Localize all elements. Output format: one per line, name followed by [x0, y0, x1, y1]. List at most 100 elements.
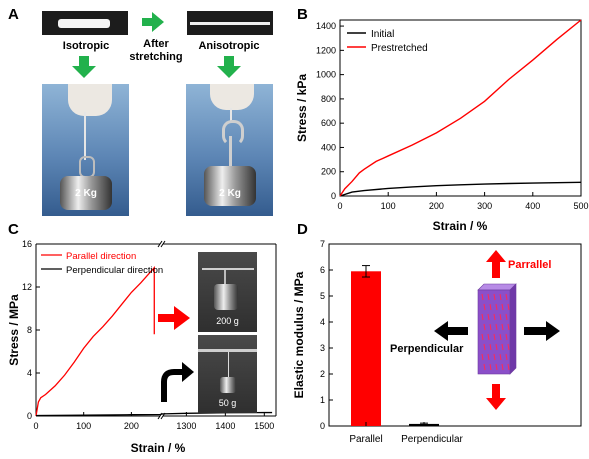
panel-c-letter: C [8, 221, 19, 238]
panel-a-arrows [72, 12, 241, 78]
y-axis-label: Stress / MPa [7, 294, 21, 366]
fiber-mark [505, 313, 508, 321]
x-axis-label: Strain / % [131, 441, 186, 455]
fiber-mark [499, 333, 502, 341]
fiber-mark [489, 363, 492, 371]
panel-d-letter: D [297, 221, 308, 238]
legend-label: Parallel direction [66, 251, 136, 262]
fiber-mark [483, 363, 486, 371]
hanging-weight-photo-50g: 50 g [198, 335, 257, 413]
plot-frame [328, 243, 582, 427]
y-tick-label: 0 [320, 421, 325, 431]
y-tick-label: 1400 [316, 21, 336, 31]
fiber-mark [495, 343, 498, 351]
x-tick-label: 200 [429, 201, 444, 211]
fiber-mark [507, 323, 510, 331]
photo-label-200g: 200 g [216, 316, 239, 326]
fiber-mark [481, 313, 484, 321]
y-tick-label: 2 [320, 369, 325, 379]
y-tick-label: 200 [321, 167, 336, 177]
y-tick-label: 400 [321, 142, 336, 152]
fiber-mark [487, 293, 490, 301]
x-tick-label: 300 [477, 201, 492, 211]
after-stretching-line2: stretching [129, 51, 183, 63]
isotropic-weight-photo: 2 Kg [42, 84, 129, 216]
green-right-arrow [142, 12, 164, 32]
y-tick-label: 1200 [316, 45, 336, 55]
y-tick-label: 12 [22, 282, 32, 292]
fiber-mark [493, 313, 496, 321]
y-tick-label: 1 [320, 395, 325, 405]
fiber-mark [493, 353, 496, 361]
parallel-arrow-label: Parrallel [508, 259, 551, 271]
fiber-mark [501, 323, 504, 331]
weight-label-left: 2 Kg [75, 188, 97, 199]
fiber-mark [499, 353, 502, 361]
fiber-mark [505, 293, 508, 301]
black-left-arrow [434, 321, 468, 341]
fiber-mark [489, 343, 492, 351]
fiber-mark [481, 353, 484, 361]
x-tick-label: 100 [76, 421, 91, 431]
panel-a-letter: A [8, 6, 19, 23]
red-down-arrow [486, 384, 506, 410]
x-tick-label: 0 [337, 201, 342, 211]
y-tick-label: 8 [27, 325, 32, 335]
y-tick-label: 5 [320, 291, 325, 301]
red-up-arrow [486, 250, 506, 278]
x-tick-label: 100 [381, 201, 396, 211]
x-tick-label: 500 [573, 201, 588, 211]
black-curved-arrow [161, 369, 184, 402]
x-tick-label: 400 [525, 201, 540, 211]
isotropic-label: Isotropic [62, 40, 110, 52]
y-axis-label: Stress / kPa [295, 74, 309, 142]
fiber-mark [499, 293, 502, 301]
weight-label-right: 2 Kg [219, 188, 241, 199]
fiber-mark [505, 333, 508, 341]
x-tick-label: 1300 [176, 421, 196, 431]
fiber-mark [481, 333, 484, 341]
y-tick-label: 6 [320, 265, 325, 275]
y-tick-label: 0 [331, 191, 336, 201]
fiber-mark [501, 343, 504, 351]
fiber-mark [483, 323, 486, 331]
after-stretching-line1: After [143, 38, 169, 50]
fiber-mark [483, 343, 486, 351]
fiber-mark [507, 343, 510, 351]
x-tick-label: 200 [124, 421, 139, 431]
legend-label: Perpendicular direction [66, 265, 163, 276]
x-tick-label: 0 [33, 421, 38, 431]
fiber-mark [499, 313, 502, 321]
fiber-mark [493, 293, 496, 301]
y-axis-label: Elastic modulus / MPa [292, 271, 306, 398]
y-tick-label: 4 [27, 368, 32, 378]
fiber-mark [507, 363, 510, 371]
y-tick-label: 4 [320, 317, 325, 327]
anisotropic-strip-photo [187, 11, 273, 35]
black-right-arrow [524, 321, 560, 341]
fiber-mark [495, 323, 498, 331]
fiber-mark [501, 363, 504, 371]
green-down-arrow-left [72, 56, 96, 78]
y-tick-label: 3 [320, 343, 325, 353]
anisotropic-weight-photo: 2 Kg [186, 84, 273, 216]
y-tick-label: 800 [321, 94, 336, 104]
fiber-mark [487, 333, 490, 341]
legend-label: Initial [371, 29, 394, 40]
bar [351, 271, 381, 426]
y-tick-label: 16 [22, 239, 32, 249]
green-down-arrow-right [217, 56, 241, 78]
x-tick-label: 1500 [254, 421, 274, 431]
fiber-mark [493, 333, 496, 341]
panel-b-letter: B [297, 6, 308, 23]
y-tick-label: 600 [321, 118, 336, 128]
series-line [35, 265, 155, 417]
fiber-mark [505, 353, 508, 361]
x-tick-label: Parallel [349, 434, 382, 445]
hanging-weight-photo-200g: 200 g [198, 252, 257, 332]
photo-label-50g: 50 g [218, 398, 237, 408]
axis-break-mark [160, 240, 166, 248]
y-tick-label: 1000 [316, 70, 336, 80]
